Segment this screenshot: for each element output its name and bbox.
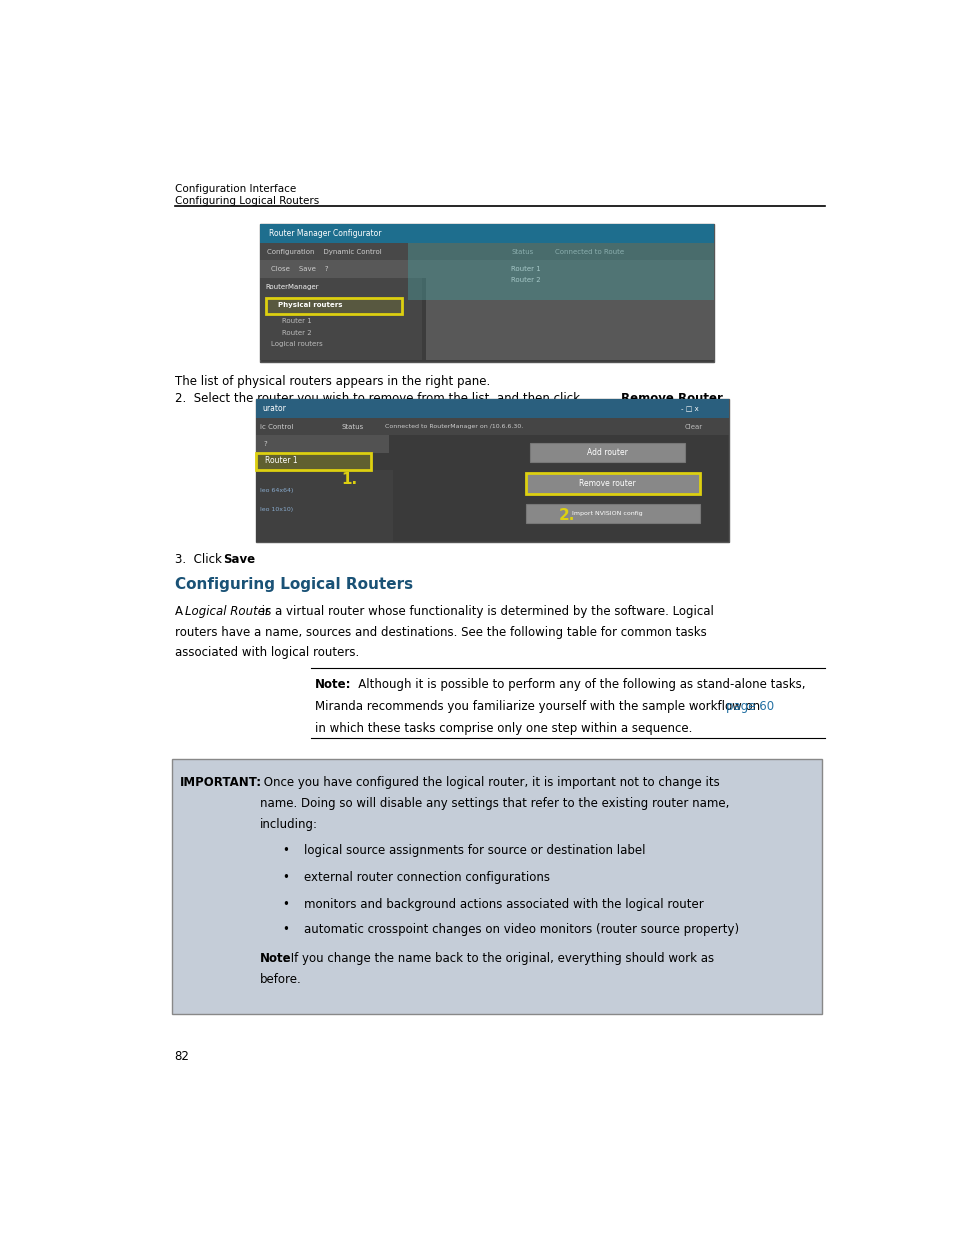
Text: is a virtual router whose functionality is determined by the software. Logical: is a virtual router whose functionality … [257, 605, 713, 618]
Text: RouterManager: RouterManager [265, 284, 319, 290]
Text: Configuration Interface: Configuration Interface [174, 184, 295, 194]
Text: Router 1: Router 1 [265, 456, 297, 464]
FancyBboxPatch shape [255, 469, 393, 542]
Text: IMPORTANT:: IMPORTANT: [180, 776, 262, 789]
FancyBboxPatch shape [525, 473, 699, 494]
Text: Configuring Logical Routers: Configuring Logical Routers [174, 577, 413, 592]
Text: including:: including: [259, 818, 317, 831]
Text: Connected to RouterManager on /10.6.6.30.: Connected to RouterManager on /10.6.6.30… [385, 425, 523, 430]
Text: Logical Router: Logical Router [185, 605, 270, 618]
FancyBboxPatch shape [255, 399, 728, 419]
Text: Miranda recommends you familiarize yourself with the sample workflow on: Miranda recommends you familiarize yours… [314, 700, 763, 713]
Text: .: . [701, 391, 705, 405]
Text: Close    Save    ?: Close Save ? [271, 266, 328, 272]
Text: .: . [249, 553, 253, 567]
Text: urator: urator [262, 404, 286, 414]
Text: Save: Save [222, 553, 254, 567]
Text: Router 2: Router 2 [282, 330, 312, 336]
Text: Configuring Logical Routers: Configuring Logical Routers [174, 196, 318, 206]
Text: •: • [281, 924, 289, 936]
Text: 1.: 1. [341, 472, 356, 487]
FancyBboxPatch shape [255, 419, 728, 436]
Text: Router 2: Router 2 [511, 278, 540, 283]
Text: Status: Status [341, 424, 363, 430]
Text: ic Control: ic Control [259, 424, 293, 430]
FancyBboxPatch shape [426, 278, 714, 361]
Text: name. Doing so will disable any settings that refer to the existing router name,: name. Doing so will disable any settings… [259, 797, 728, 810]
Text: Router Manager Configurator: Router Manager Configurator [269, 230, 380, 238]
FancyBboxPatch shape [525, 504, 699, 522]
Text: •: • [281, 898, 289, 910]
Text: - □ x: - □ x [680, 406, 699, 411]
Text: : If you change the name back to the original, everything should work as: : If you change the name back to the ori… [282, 952, 713, 965]
Text: The list of physical routers appears in the right pane.: The list of physical routers appears in … [174, 374, 490, 388]
Text: Once you have configured the logical router, it is important not to change its: Once you have configured the logical rou… [259, 776, 719, 789]
FancyBboxPatch shape [259, 243, 714, 261]
FancyBboxPatch shape [259, 278, 422, 361]
FancyBboxPatch shape [265, 299, 402, 314]
Text: Router 1: Router 1 [511, 266, 540, 272]
FancyBboxPatch shape [259, 261, 714, 278]
Text: automatic crosspoint changes on video monitors (router source property): automatic crosspoint changes on video mo… [304, 924, 739, 936]
Text: Physical routers: Physical routers [278, 303, 342, 308]
Text: A: A [174, 605, 186, 618]
Text: Note:: Note: [314, 678, 352, 690]
Text: before.: before. [259, 973, 301, 986]
Text: external router connection configurations: external router connection configuration… [304, 871, 550, 884]
Text: routers have a name, sources and destinations. See the following table for commo: routers have a name, sources and destina… [174, 626, 706, 638]
Text: logical source assignments for source or destination label: logical source assignments for source or… [304, 845, 645, 857]
Text: Connected to Route: Connected to Route [555, 249, 624, 254]
Text: Import NVISION config: Import NVISION config [571, 511, 642, 516]
Text: 3.  Click: 3. Click [174, 553, 225, 567]
Text: Although it is possible to perform any of the following as stand-alone tasks,: Although it is possible to perform any o… [347, 678, 804, 690]
Text: associated with logical routers.: associated with logical routers. [174, 646, 358, 659]
Text: Remove router: Remove router [578, 479, 635, 488]
Text: •: • [281, 871, 289, 884]
Text: Note: Note [259, 952, 291, 965]
Text: Configuration    Dynamic Control: Configuration Dynamic Control [267, 249, 381, 254]
Text: Remove Router: Remove Router [619, 391, 721, 405]
Text: leo 10x10): leo 10x10) [259, 508, 293, 513]
FancyBboxPatch shape [259, 225, 714, 362]
Text: leo 64x64): leo 64x64) [259, 488, 293, 493]
Text: Clear: Clear [684, 424, 702, 430]
Text: •: • [281, 845, 289, 857]
Text: 2.  Select the router you wish to remove from the list, and then click: 2. Select the router you wish to remove … [174, 391, 583, 405]
FancyBboxPatch shape [255, 436, 389, 452]
Text: 82: 82 [174, 1050, 190, 1062]
FancyBboxPatch shape [172, 758, 821, 1014]
FancyBboxPatch shape [529, 443, 684, 462]
Text: monitors and background actions associated with the logical router: monitors and background actions associat… [304, 898, 703, 910]
Text: ?: ? [263, 441, 267, 447]
FancyBboxPatch shape [259, 225, 714, 243]
Text: in which these tasks comprise only one step within a sequence.: in which these tasks comprise only one s… [314, 721, 692, 735]
Text: 2.: 2. [558, 508, 575, 522]
FancyBboxPatch shape [255, 452, 370, 469]
Text: Status: Status [511, 249, 533, 254]
FancyBboxPatch shape [407, 243, 714, 300]
FancyBboxPatch shape [255, 399, 728, 542]
Text: page 60: page 60 [724, 700, 773, 713]
Text: Add router: Add router [586, 448, 627, 457]
Text: Router 1: Router 1 [282, 319, 312, 325]
Text: Logical routers: Logical routers [271, 341, 322, 347]
